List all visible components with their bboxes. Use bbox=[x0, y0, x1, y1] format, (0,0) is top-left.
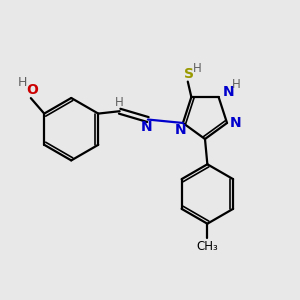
Text: S: S bbox=[184, 67, 194, 81]
Text: N: N bbox=[223, 85, 234, 99]
Text: CH₃: CH₃ bbox=[196, 240, 218, 254]
Text: H: H bbox=[232, 78, 240, 91]
Text: N: N bbox=[141, 120, 152, 134]
Text: N: N bbox=[230, 116, 242, 130]
Text: H: H bbox=[115, 96, 124, 110]
Text: N: N bbox=[175, 123, 186, 137]
Text: H: H bbox=[193, 62, 202, 75]
Text: H: H bbox=[18, 76, 27, 89]
Text: O: O bbox=[26, 83, 38, 97]
